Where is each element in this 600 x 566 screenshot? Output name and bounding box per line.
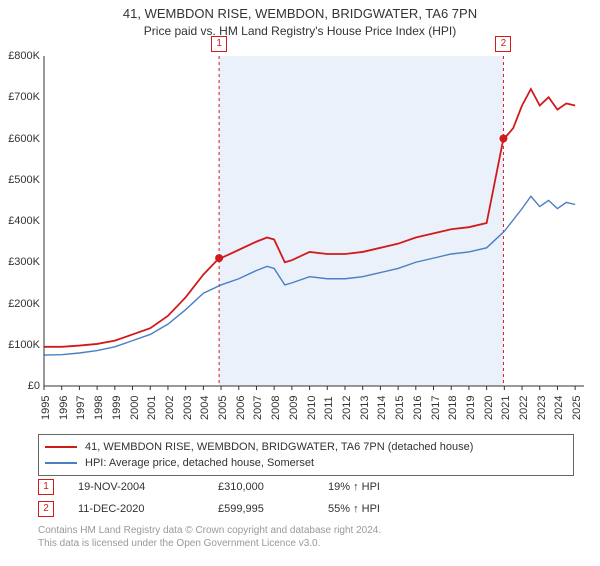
ytick-label: £300K — [8, 256, 40, 268]
event-marker-box: 1 — [211, 36, 227, 52]
xtick-label: 2002 — [164, 396, 176, 420]
xtick-label: 1996 — [58, 396, 70, 420]
plot-svg — [44, 56, 584, 386]
xtick-label: 2013 — [359, 396, 371, 420]
xtick-label: 2024 — [553, 396, 565, 420]
xtick-label: 2015 — [394, 396, 406, 420]
xtick-label: 2020 — [483, 396, 495, 420]
chart-title: 41, WEMBDON RISE, WEMBDON, BRIDGWATER, T… — [0, 6, 600, 21]
xtick-label: 1999 — [111, 396, 123, 420]
xtick-label: 2004 — [199, 396, 211, 420]
xtick-label: 2025 — [571, 396, 583, 420]
xtick-label: 2008 — [270, 396, 282, 420]
xtick-label: 1995 — [40, 396, 52, 420]
xtick-label: 2023 — [536, 396, 548, 420]
legend-label: HPI: Average price, detached house, Some… — [85, 457, 314, 469]
xtick-label: 2003 — [182, 396, 194, 420]
ytick-label: £400K — [8, 215, 40, 227]
xtick-label: 2019 — [465, 396, 477, 420]
xtick-label: 2006 — [235, 396, 247, 420]
xtick-label: 1998 — [93, 396, 105, 420]
event-diff: 19% ↑ HPI — [328, 481, 448, 493]
xtick-label: 1997 — [75, 396, 87, 420]
event-date: 19-NOV-2004 — [78, 481, 218, 493]
ytick-label: £600K — [8, 133, 40, 145]
legend-swatch — [45, 446, 77, 448]
footer-text: Contains HM Land Registry data © Crown c… — [38, 524, 574, 550]
xtick-label: 2005 — [217, 396, 229, 420]
xtick-label: 2010 — [306, 396, 318, 420]
xtick-label: 2000 — [129, 396, 141, 420]
ytick-label: £0 — [28, 380, 40, 392]
footer-line1: Contains HM Land Registry data © Crown c… — [38, 524, 574, 537]
legend-row: HPI: Average price, detached house, Some… — [45, 455, 567, 471]
event-date: 11-DEC-2020 — [78, 503, 218, 515]
events-table: 1 19-NOV-2004£310,00019% ↑ HPI 2 11-DEC-202… — [38, 476, 574, 520]
chart-container: 41, WEMBDON RISE, WEMBDON, BRIDGWATER, T… — [0, 6, 600, 566]
xtick-label: 2011 — [323, 396, 335, 420]
event-row: 1 19-NOV-2004£310,00019% ↑ HPI — [38, 476, 574, 498]
xtick-label: 2014 — [376, 396, 388, 420]
xtick-label: 2012 — [341, 396, 353, 420]
plot — [44, 56, 584, 386]
ytick-label: £700K — [8, 91, 40, 103]
xtick-label: 2016 — [412, 396, 424, 420]
ytick-label: £200K — [8, 298, 40, 310]
event-marker: 2 — [38, 501, 54, 517]
legend-swatch — [45, 462, 77, 464]
xtick-label: 2017 — [430, 396, 442, 420]
ytick-label: £500K — [8, 174, 40, 186]
footer-line2: This data is licensed under the Open Gov… — [38, 537, 574, 550]
legend-label: 41, WEMBDON RISE, WEMBDON, BRIDGWATER, T… — [85, 441, 473, 453]
xtick-label: 2001 — [146, 396, 158, 420]
event-marker: 1 — [38, 479, 54, 495]
xtick-label: 2022 — [518, 396, 530, 420]
event-marker-box: 2 — [495, 36, 511, 52]
ytick-label: £800K — [8, 50, 40, 62]
event-row: 2 11-DEC-2020£599,99555% ↑ HPI — [38, 498, 574, 520]
ytick-label: £100K — [8, 339, 40, 351]
event-price: £310,000 — [218, 481, 328, 493]
xtick-label: 2021 — [500, 396, 512, 420]
xtick-label: 2007 — [252, 396, 264, 420]
event-price: £599,995 — [218, 503, 328, 515]
event-diff: 55% ↑ HPI — [328, 503, 448, 515]
xtick-label: 2018 — [447, 396, 459, 420]
xtick-label: 2009 — [288, 396, 300, 420]
chart-area: £0£100K£200K£300K£400K£500K£600K£700K£80… — [44, 56, 584, 426]
legend-box: 41, WEMBDON RISE, WEMBDON, BRIDGWATER, T… — [38, 434, 574, 476]
legend-row: 41, WEMBDON RISE, WEMBDON, BRIDGWATER, T… — [45, 439, 567, 455]
